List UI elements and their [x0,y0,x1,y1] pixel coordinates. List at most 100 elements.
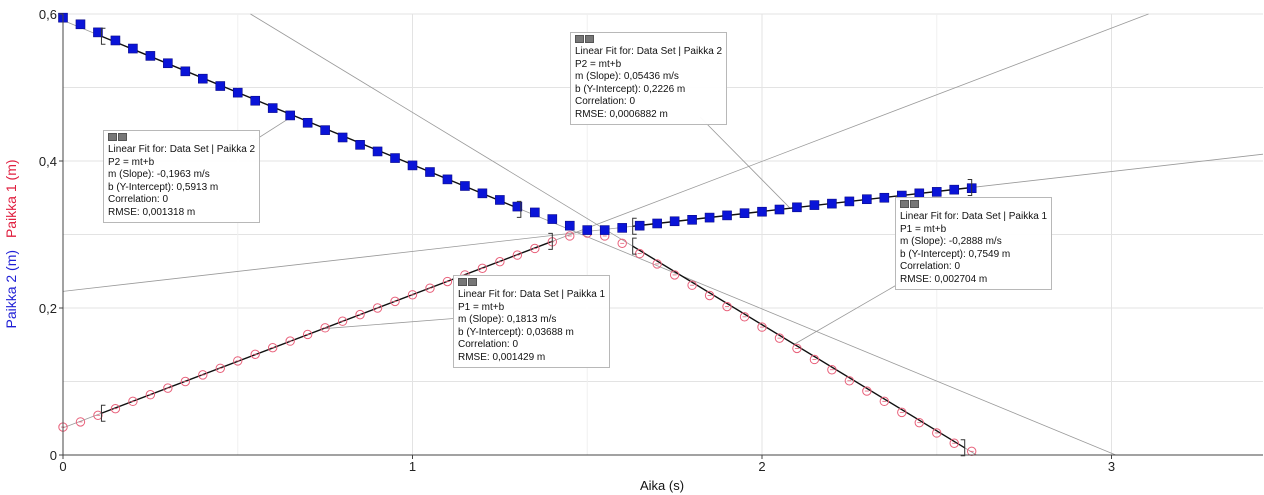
data-point-paikka-1 [442,276,453,287]
fit-title: Linear Fit for: Data Set | Paikka 2 [575,46,723,57]
data-point-paikka-2 [582,225,593,235]
fit-intercept: b (Y-Intercept): 0,5913 m [108,181,219,193]
x-tick-label: 2 [758,459,765,474]
fit-correlation: Correlation: 0 [108,194,169,205]
data-point-paikka-1 [844,376,855,386]
fit-rmse: RMSE: 0,002704 m [900,273,988,285]
data-point-paikka-1 [914,417,924,428]
data-point-paikka-1 [792,343,802,354]
annotation-leader-lines [251,115,901,346]
fit-rmse: RMSE: 0,0006882 m [575,108,668,120]
data-point-paikka-2 [163,58,173,69]
data-point-paikka-2 [652,218,662,229]
data-point-paikka-2 [425,167,435,177]
data-point-paikka-2 [250,95,261,106]
fit-annotation-box[interactable]: Linear Fit for: Data Set | Paikka 1 P1 =… [895,197,1053,290]
data-point-paikka-1 [967,446,977,457]
fit-annotation-box[interactable]: Linear Fit for: Data Set | Paikka 2 P2 =… [103,130,261,223]
data-point-paikka-2 [75,19,86,30]
data-point-paikka-2 [215,81,226,91]
data-point-paikka-2 [879,192,890,203]
fit-correlation: Correlation: 0 [900,261,961,272]
data-point-paikka-1 [949,438,959,448]
data-point-paikka-1 [687,280,697,290]
data-point-paikka-1 [250,349,260,360]
fit-rmse: RMSE: 0,001429 m [458,351,546,363]
data-point-paikka-2 [827,198,837,209]
data-point-paikka-1 [390,296,400,307]
data-point-paikka-2 [687,215,697,225]
fit-range-bracket [100,404,106,422]
data-point-paikka-2 [844,196,855,207]
data-point-paikka-2 [949,184,960,195]
data-point-paikka-2 [809,200,820,210]
fit-correlation: Correlation: 0 [575,96,636,107]
fit-annotation-box[interactable]: Linear Fit for: Data Set | Paikka 1 P1 =… [453,275,611,368]
fit-intercept: b (Y-Intercept): 0,03688 m [458,326,574,338]
box-handle-icon[interactable] [458,278,605,287]
fit-slope: m (Slope): -0,1963 m/s [108,169,210,180]
data-point-paikka-2 [669,216,680,227]
data-point-paikka-1 [565,231,575,241]
box-handle-icon[interactable] [108,133,255,142]
data-point-paikka-1 [932,428,942,438]
data-point-paikka-2 [460,181,470,191]
data-point-paikka-2 [931,187,942,197]
data-point-paikka-1 [233,356,243,366]
data-point-paikka-2 [355,140,365,150]
data-point-paikka-2 [285,110,295,121]
data-point-paikka-1 [145,390,156,400]
series-paikka-1 [58,228,977,457]
data-point-paikka-1 [495,256,505,267]
data-point-paikka-1 [215,363,225,373]
data-point-paikka-2 [145,51,156,61]
data-point-paikka-1 [722,301,732,312]
box-handle-icon[interactable] [575,35,722,44]
fit-range-bracket [548,232,553,250]
data-point-paikka-2 [302,117,313,128]
data-point-paikka-1 [634,248,645,259]
y-axis-label-paikka-1: Paikka 1 (m) [3,159,19,239]
data-point-paikka-1 [320,323,330,333]
data-point-paikka-1 [774,333,785,343]
data-point-paikka-2 [547,214,558,224]
y-tick-label: 0 [50,448,57,463]
data-point-paikka-1 [879,396,890,407]
fit-equation: P2 = mt+b [108,156,155,168]
data-point-paikka-2 [232,87,243,98]
annotation-leader-line [793,282,901,346]
y-tick-label: 0,6 [39,7,57,22]
x-tick-label: 1 [409,459,416,474]
fit-slope: m (Slope): 0,1813 m/s [458,314,557,325]
fit-annotation-box[interactable]: Linear Fit for: Data Set | Paikka 2 P2 =… [570,32,728,125]
data-point-paikka-2 [617,223,628,233]
fit-line-segment [101,240,553,414]
data-point-paikka-2 [128,43,138,54]
data-point-paikka-2 [495,195,505,205]
fit-line-segment [632,245,966,449]
data-point-paikka-2 [477,188,488,199]
data-point-paikka-1 [477,263,488,274]
data-point-paikka-2 [407,160,418,171]
fit-lines [101,35,972,449]
fit-equation: P1 = mt+b [458,301,505,313]
data-point-paikka-2 [442,174,453,185]
fit-range-bracket [632,217,637,235]
data-point-paikka-2 [93,27,103,38]
x-tick-label: 0 [59,459,66,474]
data-point-paikka-1 [198,370,208,380]
data-point-paikka-1 [425,283,435,293]
y-tick-label: 0,2 [39,301,57,316]
series-paikka-2 [58,12,977,235]
box-handle-icon[interactable] [900,200,1047,209]
data-point-paikka-2 [337,132,348,143]
annotation-leader-line [325,317,461,329]
data-point-paikka-1 [128,396,138,407]
data-point-paikka-1 [268,342,278,353]
data-point-paikka-1 [652,259,662,269]
fit-range-bracket [967,179,973,197]
data-point-paikka-1 [530,243,540,254]
data-point-paikka-1 [739,312,750,322]
data-point-paikka-1 [809,354,820,365]
data-point-paikka-2 [372,146,383,157]
